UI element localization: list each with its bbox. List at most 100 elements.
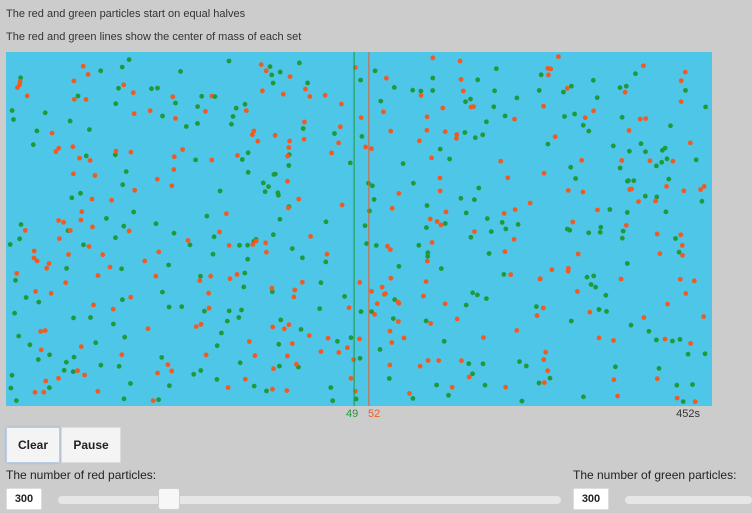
red-particle [611, 377, 617, 383]
green-particle [534, 304, 539, 309]
green-particle [514, 95, 520, 101]
green-particle [214, 343, 220, 349]
red-particle [428, 321, 433, 326]
green-particle [195, 121, 200, 126]
green-particle [239, 157, 245, 162]
green-particle [586, 230, 592, 236]
green-particle [357, 355, 363, 361]
green-particle [122, 334, 128, 340]
red-particle [131, 111, 137, 117]
red-particle [95, 388, 101, 394]
green-particle [123, 169, 129, 174]
red-particle [270, 386, 275, 392]
red-particle [570, 219, 576, 225]
green-particle [619, 235, 625, 241]
green-particle [690, 382, 695, 387]
red-particles-slider-track[interactable] [58, 496, 561, 504]
red-particle [514, 328, 520, 333]
green-particle [633, 71, 638, 77]
green-particle [155, 85, 160, 91]
green-particle [226, 308, 232, 314]
red-particle [389, 340, 395, 345]
red-particle [132, 187, 138, 193]
green-particle [342, 294, 347, 299]
red-particle [345, 345, 350, 351]
green-particle [502, 113, 508, 119]
green-particle [499, 220, 505, 225]
red-particle [63, 280, 69, 286]
green-particle [116, 363, 122, 369]
red-particle [128, 294, 134, 300]
red-particle [337, 124, 343, 130]
green-particle [538, 72, 544, 78]
green-particle [392, 297, 398, 302]
green-particle [191, 371, 197, 377]
green-particle [242, 270, 248, 276]
red-particle [170, 94, 176, 100]
green-particle [683, 88, 688, 93]
green-particle [277, 363, 282, 369]
green-particles-input[interactable] [573, 488, 609, 510]
green-particle [276, 341, 282, 347]
green-particle [226, 58, 232, 64]
red-particle [42, 328, 48, 333]
green-particle [503, 226, 509, 232]
red-particle [505, 175, 511, 181]
green-particle [580, 122, 586, 128]
red-particle [75, 368, 80, 374]
green-particle [581, 394, 586, 400]
red-particle [92, 173, 98, 178]
red-particle [436, 358, 442, 363]
green-particle [547, 375, 553, 381]
red-particle [388, 275, 394, 281]
green-particle [98, 68, 104, 74]
red-particle [425, 358, 431, 363]
red-particle [677, 276, 683, 282]
green-particle [358, 77, 363, 83]
red-particles-input[interactable] [6, 488, 42, 510]
red-particle [250, 242, 256, 247]
red-particle [165, 362, 171, 368]
pause-button[interactable]: Pause [61, 427, 121, 463]
red-particle [150, 398, 156, 403]
green-particle [251, 383, 257, 389]
particle-simulation-canvas[interactable] [6, 52, 712, 406]
red-particle [32, 389, 38, 395]
red-particle [546, 72, 551, 78]
green-particle [676, 249, 682, 255]
green-particle [347, 160, 353, 166]
green-particle [230, 114, 236, 119]
red-particle [564, 85, 570, 91]
red-particle [424, 114, 430, 120]
red-center-of-mass-label: 52 [368, 408, 381, 420]
clear-button[interactable]: Clear [6, 427, 60, 463]
green-particle [482, 382, 488, 388]
red-particle [678, 99, 684, 104]
red-particle [358, 115, 364, 120]
red-particle [242, 376, 248, 382]
green-particle [270, 80, 276, 86]
red-particle [369, 288, 374, 294]
green-particle [9, 372, 15, 378]
green-particle [214, 377, 220, 382]
red-particle [692, 399, 698, 405]
red-particle [286, 145, 292, 150]
green-particle [277, 69, 283, 75]
red-particle [80, 63, 86, 69]
red-particle [454, 132, 460, 137]
green-particle [466, 361, 472, 367]
red-particle [417, 363, 423, 369]
red-particles-slider-thumb[interactable] [158, 488, 180, 510]
green-particle [372, 68, 378, 74]
green-particle [173, 100, 178, 106]
red-particle [440, 105, 446, 111]
green-particle [27, 342, 33, 348]
red-particle [575, 251, 581, 257]
green-particle [195, 104, 201, 109]
red-particle [287, 74, 293, 79]
green-particle [204, 213, 210, 219]
green-particle [410, 396, 416, 401]
red-particle [424, 127, 430, 133]
green-particles-slider-track[interactable] [625, 496, 752, 504]
green-particle [14, 398, 19, 403]
